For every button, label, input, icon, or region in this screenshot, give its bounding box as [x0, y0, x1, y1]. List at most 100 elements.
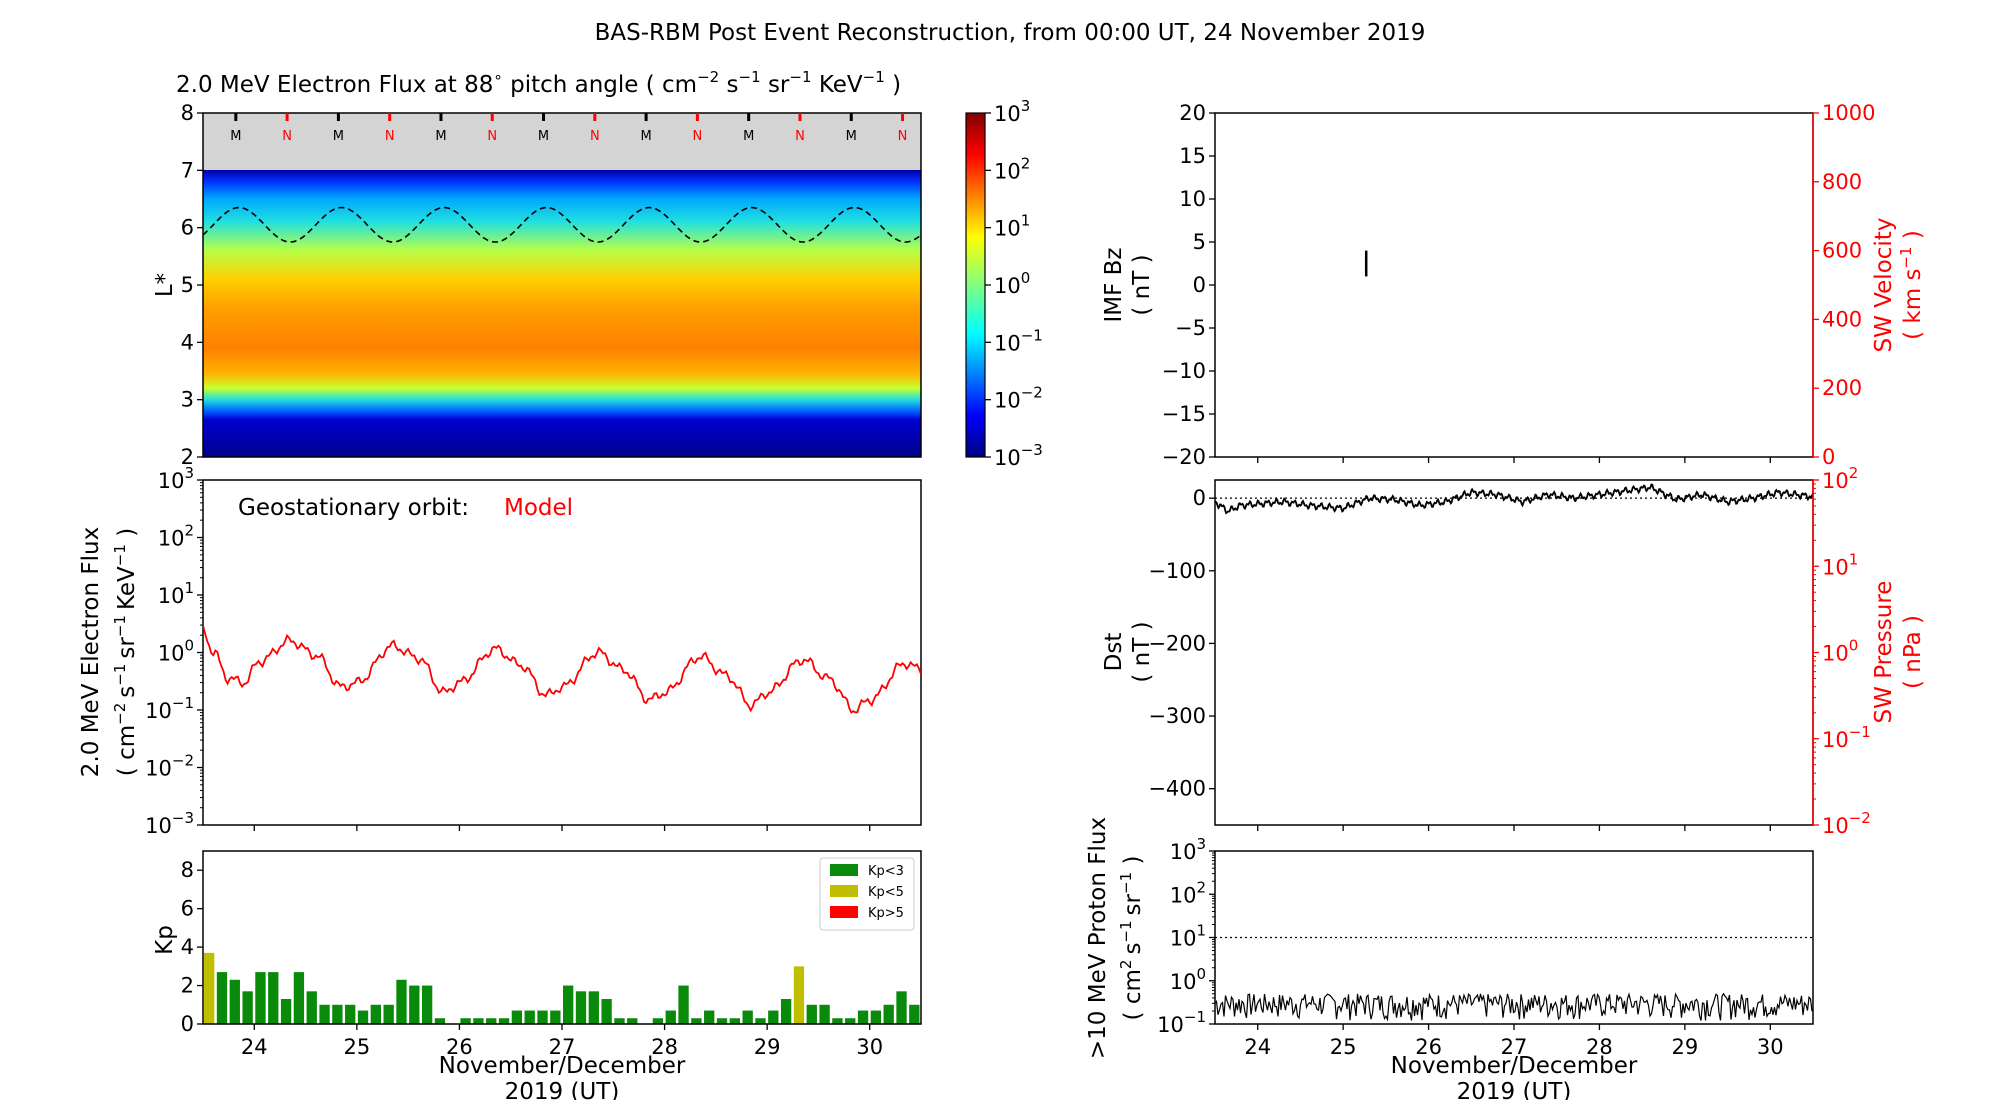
colorbar-ticks: 103 102 101 100 10−1 10−2 10−3 [985, 97, 1043, 470]
kp-legend: Kp<3 Kp<5 Kp>5 [819, 857, 915, 931]
y-tick-label: −400 [1148, 777, 1206, 801]
kp-bar [793, 966, 805, 1024]
y-tick-label: −20 [1162, 445, 1206, 469]
right-xlabel-1: November/December [1391, 1053, 1638, 1079]
orbit-marker-label: N [898, 129, 908, 144]
kp-bar [832, 1018, 843, 1024]
flux-heatmap [203, 170, 921, 457]
kp-bar [806, 1004, 817, 1024]
colorbar-tick-label: 102 [994, 154, 1030, 183]
kp-legend-swatch-high [830, 906, 858, 918]
kp-bar [473, 1018, 484, 1024]
orbit-marker-label: M [333, 129, 344, 144]
flux-map-panel: 2.0 MeV Electron Flux at 88∘ pitch angle… [152, 68, 1043, 470]
kp-bar [870, 1010, 882, 1024]
orbit-marker-label: M [538, 129, 549, 144]
x-tick-label: 30 [1757, 1035, 1784, 1059]
geo-annotation-label: Geostationary orbit: [238, 495, 469, 521]
orbit-marker-label: N [487, 129, 497, 144]
kp-bar [204, 952, 215, 1024]
kp-bar [614, 1018, 625, 1024]
imf-y-ticks-left: 20 15 10 5 0 −5 −10 −15 −20 [1162, 101, 1215, 469]
orbit-marker-label: M [743, 129, 754, 144]
figure-title: BAS-RBM Post Event Reconstruction, from … [595, 20, 1426, 46]
dst-ylabel-left-1: Dst [1101, 633, 1127, 672]
kp-bar [601, 999, 612, 1024]
y-tick-label: 10−2 [145, 752, 194, 781]
geo-flux-panel: Geostationary orbit: Model 1031021011001… [78, 464, 922, 838]
kp-bar [652, 1018, 664, 1024]
x-tick-label: 24 [241, 1035, 268, 1059]
y2-tick-label: 800 [1822, 170, 1862, 194]
dst-frame [1214, 479, 1814, 826]
kp-bar [857, 1010, 869, 1024]
y2-tick-label: 400 [1822, 307, 1862, 331]
x-tick-label: 30 [856, 1035, 883, 1059]
y-tick-label: 0 [1193, 273, 1206, 297]
kp-bar [780, 999, 792, 1024]
kp-bar [627, 1018, 638, 1024]
imf-ylabel-left-2: ( nT ) [1129, 254, 1155, 315]
kp-bar [729, 1018, 740, 1024]
y-tick-label: 6 [181, 216, 194, 240]
last-closed-drift-shell-contour [203, 206, 921, 243]
colorbar-tick-label: 100 [994, 269, 1030, 298]
x-tick-label: 28 [651, 1035, 678, 1059]
kp-bar [409, 985, 420, 1024]
imf-frame [1214, 112, 1814, 458]
kp-bar [332, 1004, 343, 1024]
kp-bar [486, 1018, 497, 1024]
y-tick-label: 2 [181, 974, 194, 998]
y-tick-label: −100 [1148, 559, 1206, 583]
kp-bar [319, 1004, 330, 1024]
y-tick-label: 0 [181, 1012, 194, 1036]
orbit-marker-label: M [230, 129, 241, 144]
x-tick-label: 24 [1244, 1035, 1271, 1059]
left-xlabel-2: 2019 (UT) [505, 1079, 620, 1100]
x-tick-label: 28 [1586, 1035, 1613, 1059]
dst-y-ticks-left: 0 −100 −200 −300 −400 [1148, 486, 1215, 801]
kp-bar [896, 991, 907, 1024]
kp-bars [204, 952, 920, 1024]
kp-bar [704, 1010, 715, 1024]
y-tick-label: 5 [1193, 230, 1206, 254]
y-tick-label: 2 [181, 445, 194, 469]
geo-flux-x-ticks [253, 825, 871, 831]
y2-tick-label: 1000 [1822, 101, 1875, 125]
y2-tick-label: 10−1 [1822, 723, 1871, 752]
kp-bar [242, 991, 253, 1024]
kp-legend-low: Kp<3 [868, 864, 904, 879]
kp-bar [537, 1010, 548, 1024]
orbit-marker-label: N [590, 129, 600, 144]
kp-bar [293, 972, 305, 1024]
y-tick-label: 0 [1193, 486, 1206, 510]
y2-tick-label: 600 [1822, 239, 1862, 263]
y-tick-label: 7 [181, 158, 194, 182]
x-tick-label: 27 [1501, 1035, 1528, 1059]
y-tick-label: 15 [1179, 144, 1206, 168]
kp-bar [280, 999, 292, 1024]
y2-tick-label: 102 [1822, 464, 1858, 493]
kp-bar [370, 1004, 381, 1024]
y-tick-label: 10−3 [145, 809, 194, 838]
kp-ylabel: Kp [152, 925, 178, 955]
y-tick-label: 4 [181, 935, 194, 959]
y-tick-label: 102 [158, 522, 194, 551]
dst-ylabel-left-2: ( nT ) [1129, 621, 1155, 682]
y2-tick-label: 10−2 [1822, 809, 1871, 838]
imf-panel: 20 15 10 5 0 −5 −10 −15 −20 1000 800 600 400 200 0 IM… [1101, 101, 1926, 469]
orbit-marker-label: N [385, 129, 395, 144]
x-tick-label: 26 [1415, 1035, 1442, 1059]
y-tick-label: 5 [181, 273, 194, 297]
no-data-region [203, 113, 921, 170]
geo-annotation-value: Model [504, 495, 573, 521]
kp-bar [588, 991, 599, 1024]
kp-legend-mid: Kp<5 [868, 885, 904, 900]
kp-bar [550, 1010, 561, 1024]
kp-bar [883, 1004, 894, 1024]
dst-x-ticks [1257, 825, 1771, 831]
kp-bar [345, 1004, 356, 1024]
